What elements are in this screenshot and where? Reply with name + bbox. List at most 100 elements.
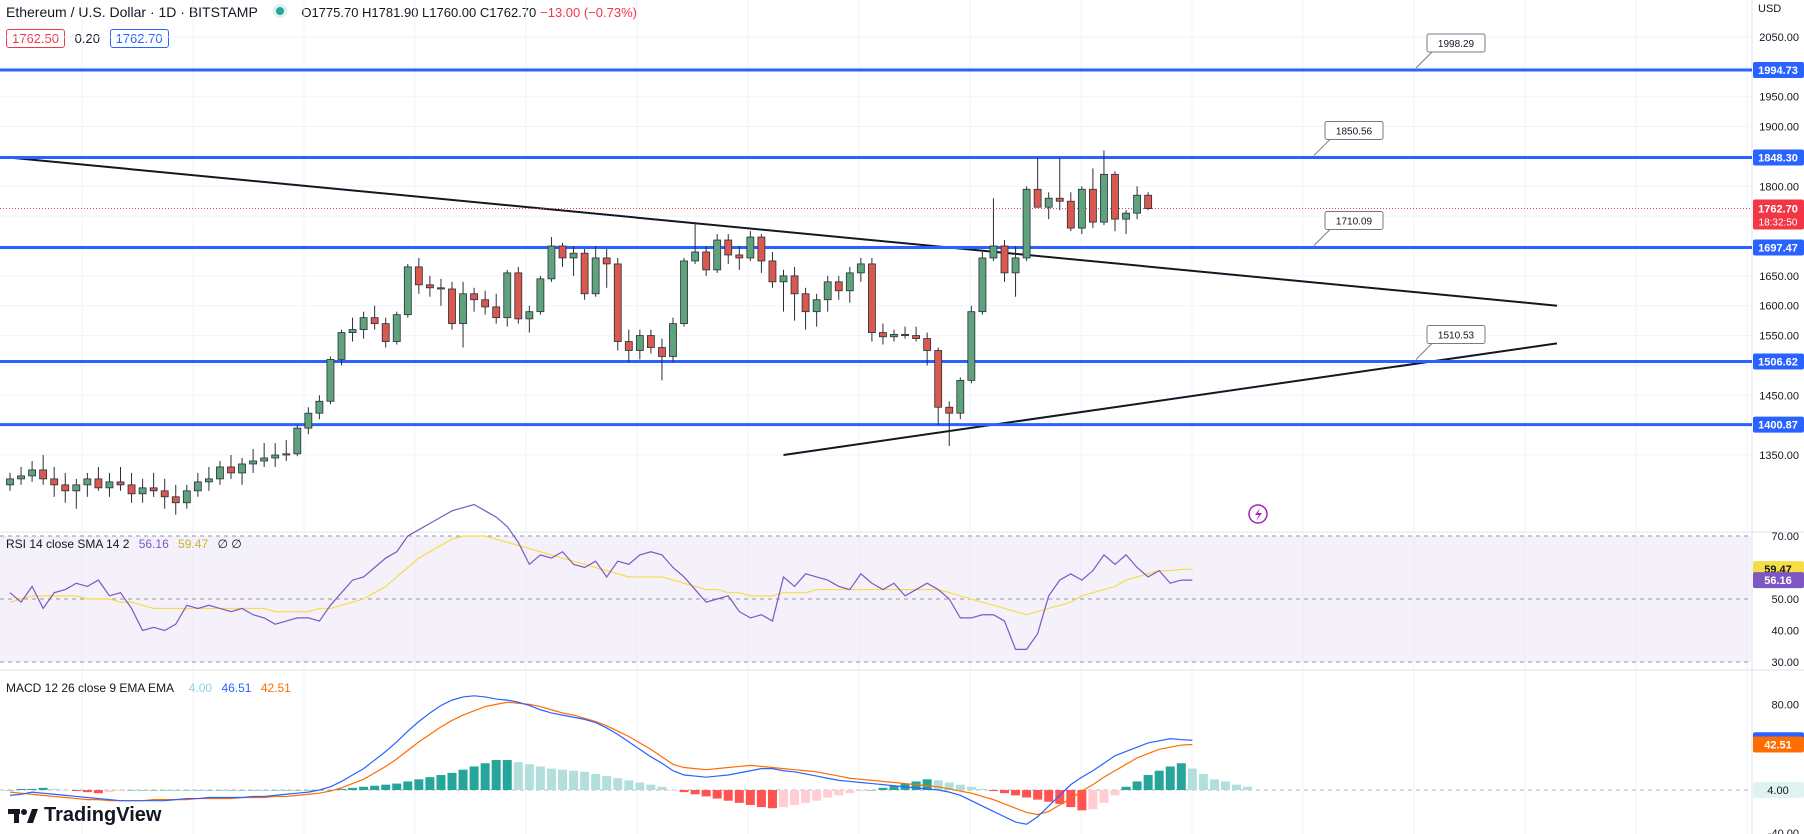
candle <box>160 478 169 509</box>
price-callout-label: 1850.56 <box>1336 126 1373 137</box>
macd-histogram-bar <box>1232 784 1242 790</box>
rsi-axis-tick: 70.00 <box>1771 531 1799 543</box>
price-axis-tick: 1900.00 <box>1759 122 1799 134</box>
candle-body <box>359 317 368 330</box>
rsi-axis-tick: 50.00 <box>1771 594 1799 606</box>
macd-histogram-bar <box>524 764 534 790</box>
candle-body <box>348 329 357 333</box>
macd-hist-badge-label: 4.00 <box>1767 785 1788 797</box>
macd-histogram-bar <box>1110 790 1120 796</box>
market-status-icon[interactable] <box>273 4 288 18</box>
candle-body <box>956 379 965 414</box>
macd-histogram-bar <box>160 790 170 791</box>
candle-body <box>392 314 401 342</box>
candle-body <box>801 293 810 313</box>
macd-histogram-bar <box>889 785 899 790</box>
candle-body <box>1044 197 1053 208</box>
candle-body <box>724 239 733 256</box>
price-change: −13.00 (−0.73%) <box>540 5 637 20</box>
macd-histogram-bar <box>204 790 214 791</box>
macd-histogram-bar <box>679 790 689 793</box>
symbol-title[interactable]: Ethereum / U.S. Dollar · 1D · BITSTAMP <box>6 4 258 20</box>
candle-body <box>1089 188 1097 223</box>
macd-histogram-bar <box>127 790 137 791</box>
price-axis-tick: 1450.00 <box>1759 390 1799 402</box>
buy-button[interactable]: 1762.70 <box>109 29 169 48</box>
candle-body <box>459 293 467 325</box>
candle <box>790 266 799 321</box>
sell-button[interactable]: 1762.50 <box>6 29 65 48</box>
candle-body <box>94 478 103 489</box>
candle <box>481 290 490 315</box>
macd-histogram-bar <box>71 790 81 792</box>
macd-histogram-bar <box>933 780 943 790</box>
macd-histogram-bar <box>911 781 921 790</box>
candle-body <box>1000 245 1009 274</box>
candle <box>746 231 755 261</box>
macd-axis-tick: 80.00 <box>1771 699 1799 711</box>
macd-histogram-bar <box>237 790 247 791</box>
macd-histogram-bar <box>602 776 612 790</box>
candle-body <box>216 466 224 480</box>
macd-histogram-bar <box>1044 790 1054 802</box>
macd-histogram-bar <box>535 766 545 790</box>
callout-pointer <box>1313 229 1331 246</box>
candle-body <box>978 257 987 313</box>
macd-line <box>9 695 1193 825</box>
candle <box>978 251 987 315</box>
macd-value-badge <box>1753 736 1804 753</box>
macd-histogram-bar <box>779 790 788 808</box>
currency-label[interactable]: USD <box>1758 3 1782 15</box>
candle <box>116 466 125 491</box>
price-axis-level-badge <box>1753 239 1804 256</box>
candle-body <box>890 333 898 338</box>
candle-body <box>834 281 843 292</box>
macd-histogram-bar <box>966 786 976 790</box>
macd-histogram-bar <box>977 788 987 790</box>
candle <box>50 466 59 497</box>
tradingview-logo[interactable]: TradingView <box>8 804 161 827</box>
candle <box>569 246 578 276</box>
candle <box>1055 157 1064 211</box>
candle <box>1122 210 1130 235</box>
macd-histogram-bar <box>624 780 634 790</box>
macd-histogram-bar <box>1121 786 1131 790</box>
candle-body <box>613 263 622 342</box>
macd-histogram-bar <box>27 788 37 790</box>
macd-histogram-bar <box>480 763 490 790</box>
candle <box>624 329 633 363</box>
macd-axis-tick: -40.00 <box>1768 828 1799 834</box>
candle <box>315 395 324 420</box>
event-lightning-glyph <box>1255 508 1262 521</box>
candle <box>359 311 368 339</box>
ohlc-values: O1775.70 H1781.90 L1760.00 C1762.70 <box>301 5 537 20</box>
candle <box>702 246 711 276</box>
rsi-legend[interactable]: RSI 14 close SMA 14 2 56.16 59.47 ∅ ∅ <box>6 537 242 551</box>
macd-histogram-bar <box>348 787 358 790</box>
candle <box>879 323 887 345</box>
macd-histogram-bar <box>82 790 92 793</box>
candle <box>326 356 335 405</box>
candle-body <box>204 478 213 483</box>
candle <box>1100 150 1108 226</box>
price-axis-level-badge <box>1753 416 1804 433</box>
candle-body <box>414 266 423 286</box>
macd-histogram-bar <box>712 790 722 799</box>
macd-histogram-bar <box>1165 766 1175 790</box>
macd-legend[interactable]: MACD 12 26 close 9 EMA EMA 4.00 46.51 42… <box>6 681 291 695</box>
macd-histogram-bar <box>1198 773 1208 790</box>
price-axis-level-badge <box>1753 353 1804 370</box>
candle-body <box>403 266 412 316</box>
macd-histogram-bar <box>93 790 103 794</box>
rsi-axis-tick: 40.00 <box>1771 626 1799 638</box>
candle-body <box>160 490 169 498</box>
candle-body <box>492 306 501 319</box>
candle-body <box>691 251 699 262</box>
candle <box>768 251 777 288</box>
macd-histogram-bar <box>248 790 258 791</box>
candle <box>635 329 644 360</box>
macd-histogram-bar <box>425 777 435 790</box>
macd-signal-line <box>9 701 1193 816</box>
macd-histogram-bar <box>668 790 678 791</box>
